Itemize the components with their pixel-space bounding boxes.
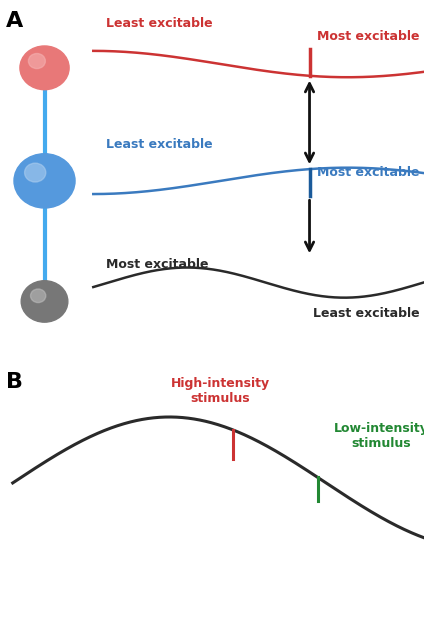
Circle shape [20, 46, 69, 90]
Text: Most excitable: Most excitable [317, 166, 420, 179]
Text: Low-intensity
stimulus: Low-intensity stimulus [334, 422, 424, 450]
Circle shape [25, 163, 46, 182]
Circle shape [28, 53, 45, 68]
Circle shape [21, 281, 68, 322]
Text: B: B [6, 372, 23, 392]
Text: Most excitable: Most excitable [106, 258, 209, 271]
Text: Least excitable: Least excitable [313, 307, 420, 320]
Text: Least excitable: Least excitable [106, 138, 212, 151]
Circle shape [31, 289, 46, 303]
Text: High-intensity
stimulus: High-intensity stimulus [171, 377, 270, 406]
Text: Most excitable: Most excitable [317, 30, 420, 43]
Text: A: A [6, 11, 24, 31]
Circle shape [14, 154, 75, 208]
Text: Least excitable: Least excitable [106, 17, 212, 30]
